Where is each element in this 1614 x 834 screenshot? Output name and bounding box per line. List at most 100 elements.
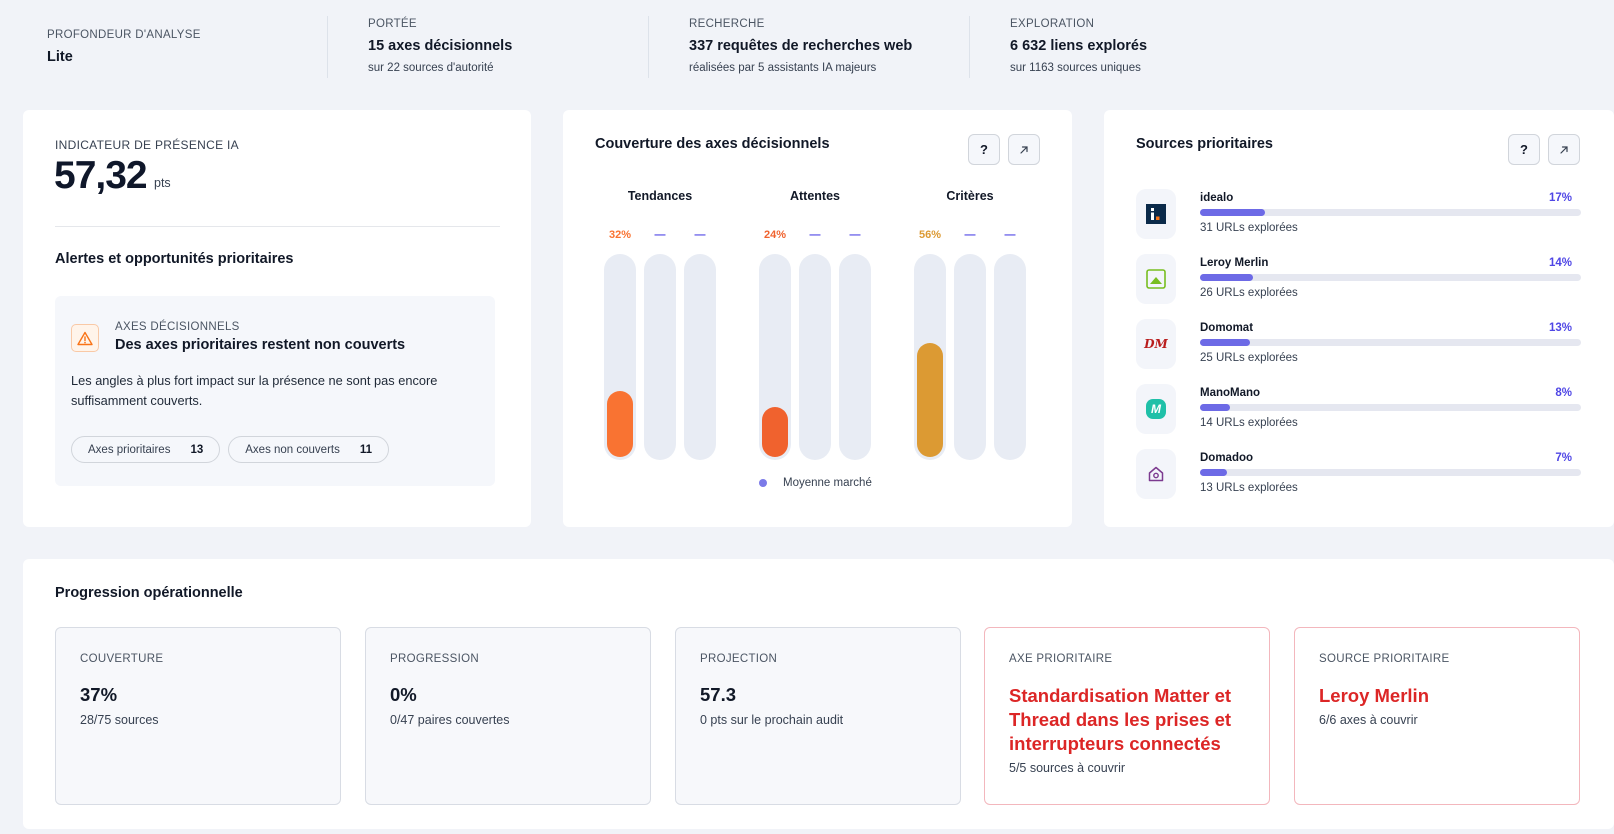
kpi-sub: 28/75 sources (80, 713, 159, 727)
pill-count: 11 (359, 443, 373, 456)
source-urls: 13 URLs explorées (1200, 482, 1298, 494)
bar-fill (762, 407, 788, 457)
stat-label: RECHERCHE (689, 18, 765, 30)
kpi-priority-axis[interactable]: AXE PRIORITAIRE Standardisation Matter e… (984, 627, 1270, 805)
legend-label: Moyenne marché (783, 477, 872, 489)
stat-label: PORTÉE (368, 18, 417, 30)
kpi-projection[interactable]: PROJECTION 57.3 0 pts sur le prochain au… (675, 627, 961, 805)
stat-exploration: EXPLORATION 6 632 liens explorés sur 116… (1010, 18, 1147, 96)
bar-track (914, 254, 946, 460)
stat-value: Lite (47, 49, 73, 65)
bar-value-label: — (694, 229, 706, 241)
source-row-domadoo[interactable]: Domadoo 7% 13 URLs explorées (1136, 449, 1586, 499)
presence-unit: pts (154, 176, 171, 190)
source-name: ManoMano (1200, 387, 1261, 399)
kpi-sub: 0 pts sur le prochain audit (700, 713, 844, 727)
stat-label: PROFONDEUR D'ANALYSE (47, 29, 201, 41)
priority-axes-pill[interactable]: Axes prioritaires 13 (71, 436, 221, 463)
sources-title: Sources prioritaires (1136, 136, 1273, 152)
axis-group-title: Critères (946, 189, 994, 203)
help-button[interactable]: ? (1508, 134, 1540, 165)
bar-value-label: — (654, 229, 666, 241)
source-progress-bar (1200, 404, 1581, 411)
stat-depth: PROFONDEUR D'ANALYSE Lite (47, 29, 201, 107)
kpi-label: PROGRESSION (390, 653, 479, 665)
stat-scope: PORTÉE 15 axes décisionnels sur 22 sourc… (368, 18, 512, 96)
bar-track (759, 254, 791, 460)
source-progress-fill (1200, 469, 1227, 476)
bar-value-label: 32% (608, 229, 632, 241)
bar-track (644, 254, 676, 460)
warning-icon (71, 324, 99, 352)
source-progress-bar (1200, 209, 1581, 216)
chart-legend: Moyenne marché (759, 477, 872, 489)
bar-value-label: — (1004, 229, 1016, 241)
pill-label: Axes prioritaires (88, 443, 171, 456)
progression-title: Progression opérationnelle (55, 585, 243, 601)
stat-sub: sur 1163 sources uniques (1010, 62, 1141, 74)
bar-value-label: — (964, 229, 976, 241)
alert-title: Des axes prioritaires restent non couver… (115, 337, 406, 353)
source-percent: 13% (1548, 322, 1572, 334)
source-name: Domadoo (1200, 452, 1254, 464)
kpi-progression[interactable]: PROGRESSION 0% 0/47 paires couvertes (365, 627, 651, 805)
bar-value-label: 24% (763, 229, 787, 241)
bar-track (839, 254, 871, 460)
kpi-label: SOURCE PRIORITAIRE (1319, 653, 1450, 665)
divider (55, 226, 500, 227)
stat-divider (648, 16, 649, 78)
coverage-card: Couverture des axes décisionnels ? Tenda… (563, 110, 1072, 527)
source-urls: 31 URLs explorées (1200, 222, 1298, 234)
stat-sub: sur 22 sources d'autorité (368, 62, 494, 74)
kpi-coverage[interactable]: COUVERTURE 37% 28/75 sources (55, 627, 341, 805)
help-button[interactable]: ? (968, 134, 1000, 165)
presence-card: INDICATEUR DE PRÉSENCE IA 57,32 pts Aler… (23, 110, 531, 527)
source-progress-bar (1200, 274, 1581, 281)
kpi-label: AXE PRIORITAIRE (1009, 653, 1113, 665)
idealo-logo-icon (1136, 189, 1176, 239)
source-name: Domomat (1200, 322, 1254, 334)
stat-value: 15 axes décisionnels (368, 38, 513, 54)
stat-label: EXPLORATION (1010, 18, 1095, 30)
source-urls: 26 URLs explorées (1200, 287, 1298, 299)
expand-button[interactable] (1548, 134, 1580, 165)
uncovered-axes-pill[interactable]: Axes non couverts 11 (228, 436, 390, 463)
kpi-label: COUVERTURE (80, 653, 164, 665)
bar-value-label: — (809, 229, 821, 241)
alerts-title: Alertes et opportunités prioritaires (55, 251, 294, 267)
axis-group-title: Tendances (627, 189, 693, 203)
kpi-value: Leroy Merlin (1319, 685, 1429, 706)
pill-count: 13 (190, 443, 204, 456)
bar-track (954, 254, 986, 460)
bar-track (684, 254, 716, 460)
alert-pills: Axes prioritaires 13 Axes non couverts 1… (71, 436, 390, 463)
bar-track (799, 254, 831, 460)
progression-card: Progression opérationnelle COUVERTURE 37… (23, 559, 1614, 829)
leroy-merlin-logo-icon (1136, 254, 1176, 304)
stat-value: 337 requêtes de recherches web (689, 38, 913, 54)
source-progress-bar (1200, 469, 1581, 476)
source-row-manomano[interactable]: M ManoMano 8% 14 URLs explorées (1136, 384, 1586, 434)
source-row-idealo[interactable]: idealo 17% 31 URLs explorées (1136, 189, 1586, 239)
source-percent: 14% (1548, 257, 1572, 269)
source-row-leroy-merlin[interactable]: Leroy Merlin 14% 26 URLs explorées (1136, 254, 1586, 304)
source-percent: 8% (1555, 387, 1572, 399)
source-progress-fill (1200, 404, 1231, 411)
axis-group-title: Attentes (789, 189, 840, 203)
presence-label: INDICATEUR DE PRÉSENCE IA (55, 138, 239, 152)
source-urls: 25 URLs explorées (1200, 352, 1298, 364)
stat-divider (327, 16, 328, 78)
stats-bar: PROFONDEUR D'ANALYSE Lite PORTÉE 15 axes… (0, 0, 1614, 100)
source-row-domomat[interactable]: DM Domomat 13% 25 URLs explorées (1136, 319, 1586, 369)
source-progress-bar (1200, 339, 1581, 346)
alert-description: Les angles à plus fort impact sur la pré… (71, 373, 438, 408)
arrow-up-right-icon (1020, 145, 1028, 154)
expand-button[interactable] (1008, 134, 1040, 165)
domomat-logo-icon: DM (1136, 319, 1176, 369)
coverage-title: Couverture des axes décisionnels (595, 136, 830, 152)
kpi-value: Standardisation Matter et Thread dans le… (1009, 685, 1232, 754)
kpi-priority-source[interactable]: SOURCE PRIORITAIRE Leroy Merlin 6/6 axes… (1294, 627, 1580, 805)
alert-card: AXES DÉCISIONNELS Des axes prioritaires … (55, 296, 495, 486)
source-percent: 17% (1548, 192, 1572, 204)
source-progress-fill (1200, 209, 1265, 216)
